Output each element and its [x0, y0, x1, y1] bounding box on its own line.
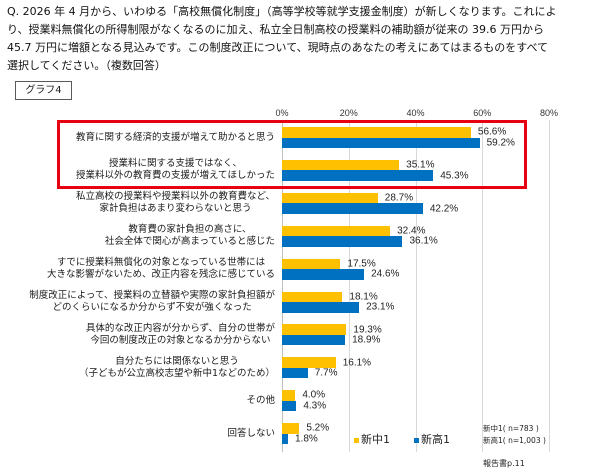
bar-series-1 — [282, 192, 378, 204]
gridline — [415, 120, 417, 452]
question-text: Q. 2026 年 4 月から、いわゆる「高校無償化制度」（高等学校等就学支援金… — [7, 3, 597, 75]
bar-series-2 — [282, 367, 308, 379]
bar-series-2 — [282, 302, 360, 313]
x-tick-label: 80% — [539, 108, 558, 118]
value-label: 24.6% — [371, 268, 400, 280]
bar-series-2 — [282, 433, 288, 445]
category-label: 具体的な改正内容が分からず、自分の世帯が 今回の制度改正の対象となるか分からない — [85, 322, 275, 346]
source-note: 報告書p.11 — [483, 459, 525, 468]
category-label: 授業料に関する支援ではなく、 授業料以外の教育費の支援が増えてほしかった — [75, 158, 275, 182]
sample-size-note: 新高1( n=1,003 ) — [483, 436, 546, 445]
value-label: 19.3% — [353, 324, 382, 336]
question-line: り、授業料無償化の所得制限がなくなるのに加え、私立全日制高校の授業料の補助額が従… — [7, 23, 545, 36]
bar-series-1 — [282, 324, 347, 335]
bar-series-2 — [282, 170, 434, 181]
value-label: 42.2% — [429, 203, 459, 215]
value-label: 4.3% — [303, 400, 327, 412]
bar-series-2 — [282, 334, 346, 346]
value-label: 7.7% — [314, 367, 338, 379]
category-label: その他 — [246, 394, 275, 406]
question-line: 45.7 万円に増額となる見込みです。この制度改正について、現時点のあなたの考え… — [7, 41, 549, 54]
value-label: 56.6% — [477, 126, 507, 138]
legend-swatch-yellow — [354, 437, 359, 443]
category-label: 回答しない — [227, 427, 275, 439]
question-line: 選択してください。（複数回答） — [7, 59, 166, 72]
legend-label: 新高1 — [421, 433, 450, 446]
category-label: 私立高校の授業料や授業料以外の教育費など、 家計負担はあまり変わらないと思う — [75, 191, 275, 215]
bar-series-2 — [282, 269, 365, 280]
value-label: 59.2% — [486, 137, 515, 149]
bar-series-1 — [282, 423, 300, 434]
legend-item-series-1: 新中1 — [354, 433, 390, 447]
legend-swatch-blue — [414, 437, 419, 443]
bar-series-1 — [282, 127, 471, 138]
sample-size-note: 新中1( n=783 ) — [483, 424, 539, 433]
y-axis-line — [282, 120, 283, 452]
category-label: すでに授業料無償化の対象となっている世帯には 大きな影響がないため、改正内容を残… — [46, 257, 275, 281]
bar-series-2 — [282, 137, 480, 148]
category-label: 制度改正によって、授業料の立替額や実際の家計負担額が どのくらいになるか分からず… — [29, 290, 275, 313]
value-label: 1.8% — [295, 433, 318, 445]
legend-item-series-2: 新高1 — [414, 433, 450, 447]
x-tick-label: 0% — [275, 108, 289, 118]
category-label: 教育費の家計負担の高さに、 社会全体で関心が高まっていると感じた — [104, 224, 275, 248]
value-label: 36.1% — [409, 235, 438, 247]
value-label: 5.2% — [306, 422, 330, 434]
bar-series-1 — [282, 225, 391, 237]
question-line: Q. 2026 年 4 月から、いわゆる「高校無償化制度」（高等学校等就学支援金… — [7, 5, 557, 18]
value-label: 18.9% — [352, 334, 381, 346]
value-label: 35.1% — [406, 159, 435, 171]
value-label: 16.1% — [342, 357, 372, 369]
bar-series-1 — [282, 390, 296, 401]
category-label: 教育に関する経済的支援が増えて助かると思う — [75, 131, 275, 143]
bar-series-1 — [282, 291, 343, 302]
x-tick-label: 20% — [339, 108, 358, 118]
bar-series-1 — [282, 159, 400, 171]
graph-label: グラフ4 — [15, 81, 72, 100]
category-label: 自分たちには関係ないと思う （子どもが公立高校志望や新中1などのため） — [78, 355, 275, 379]
bar-series-2 — [282, 400, 297, 412]
value-label: 4.0% — [302, 389, 326, 401]
gridline — [348, 120, 350, 452]
bar-series-1 — [282, 258, 341, 270]
x-tick-label: 40% — [406, 108, 425, 118]
gridline — [482, 120, 484, 452]
legend-label: 新中1 — [361, 433, 390, 446]
gridline — [549, 120, 550, 452]
value-label: 18.1% — [349, 291, 378, 303]
value-label: 28.7% — [384, 192, 414, 204]
bar-series-1 — [282, 357, 336, 368]
value-label: 32.4% — [397, 225, 426, 237]
x-tick-label: 60% — [473, 108, 492, 118]
bar-series-2 — [282, 203, 423, 214]
bar-series-2 — [282, 236, 403, 247]
value-label: 17.5% — [347, 258, 376, 270]
value-label: 45.3% — [440, 170, 469, 182]
value-label: 23.1% — [366, 301, 395, 313]
